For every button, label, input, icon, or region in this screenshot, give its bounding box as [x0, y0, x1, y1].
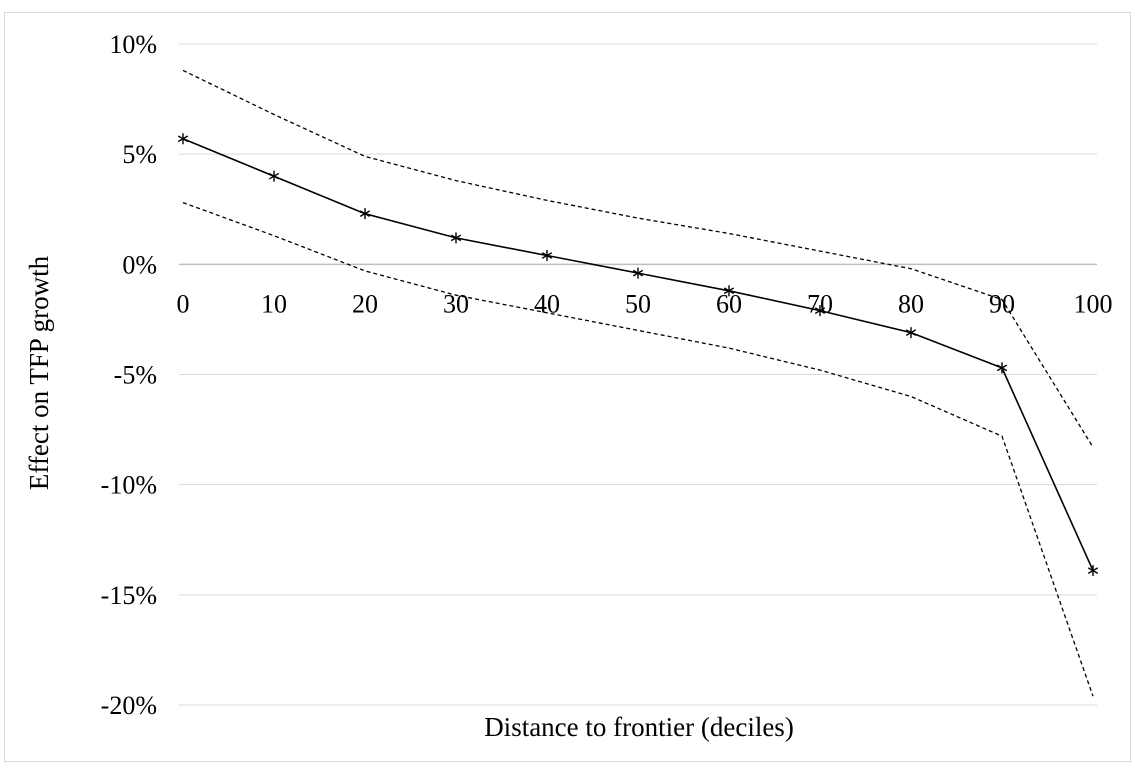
series-line-lower-bound — [182, 201, 1094, 697]
series-line-estimate — [182, 137, 1094, 571]
data-markers — [177, 133, 1099, 577]
chart-frame: 10% 5% 0% -5% -10% -15% -20% 0 10 20 30 40 50 60 70 80… — [4, 12, 1131, 762]
x-tick-label: 50 — [625, 289, 651, 318]
series-lines — [182, 69, 1094, 697]
x-tick-label: 10 — [261, 289, 287, 318]
data-point-marker — [905, 327, 917, 339]
x-axis-ticks: 0 10 20 30 40 50 60 70 80 90 100 — [177, 289, 1113, 318]
x-tick-label: 90 — [989, 289, 1015, 318]
gridlines — [179, 43, 1097, 706]
y-tick-label: -5% — [114, 361, 157, 390]
y-tick-label: -15% — [101, 581, 157, 610]
y-tick-label: 10% — [109, 30, 157, 59]
data-point-marker — [541, 250, 553, 262]
data-point-marker — [177, 133, 189, 145]
y-axis-ticks: 10% 5% 0% -5% -10% -15% -20% — [101, 30, 157, 720]
x-axis-title: Distance to frontier (deciles) — [484, 712, 794, 742]
y-tick-label: 5% — [122, 140, 157, 169]
data-point-marker — [996, 362, 1008, 374]
x-tick-label: 80 — [898, 289, 924, 318]
line-chart: 10% 5% 0% -5% -10% -15% -20% 0 10 20 30 40 50 60 70 80… — [24, 30, 1113, 742]
data-point-marker — [359, 208, 371, 220]
y-tick-label: -20% — [101, 691, 157, 720]
series-line-upper-bound — [182, 69, 1094, 448]
x-tick-label: 70 — [807, 289, 833, 318]
data-point-marker — [268, 170, 280, 182]
x-tick-label: 20 — [352, 289, 378, 318]
x-tick-label: 60 — [716, 289, 742, 318]
x-tick-label: 40 — [534, 289, 560, 318]
x-tick-label: 0 — [177, 289, 190, 318]
data-point-marker — [450, 232, 462, 244]
y-axis-title: Effect on TFP growth — [24, 255, 54, 490]
y-tick-label: 0% — [122, 250, 157, 279]
x-tick-label: 30 — [443, 289, 469, 318]
data-point-marker — [1087, 565, 1099, 577]
x-tick-label: 100 — [1074, 289, 1113, 318]
y-tick-label: -10% — [101, 471, 157, 500]
data-point-marker — [723, 285, 735, 297]
data-point-marker — [814, 305, 826, 317]
data-point-marker — [632, 267, 644, 279]
